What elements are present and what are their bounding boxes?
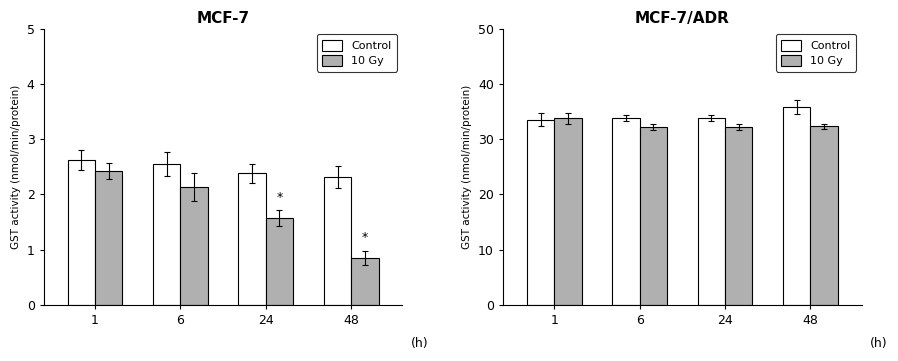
Title: MCF-7/ADR: MCF-7/ADR [635, 11, 730, 26]
Bar [153, 164, 180, 305]
Legend: Control, 10 Gy: Control, 10 Gy [317, 34, 397, 71]
Y-axis label: GST activity (nmol/min/protein): GST activity (nmol/min/protein) [11, 85, 22, 249]
Bar [180, 187, 207, 305]
Bar [95, 171, 122, 305]
Bar [639, 127, 667, 305]
Bar [612, 118, 639, 305]
Text: (h): (h) [870, 337, 888, 350]
Title: MCF-7: MCF-7 [197, 11, 250, 26]
Bar [725, 127, 753, 305]
Text: *: * [277, 191, 283, 204]
Legend: Control, 10 Gy: Control, 10 Gy [776, 34, 856, 71]
Bar [67, 160, 95, 305]
Y-axis label: GST activity (nmol/min/protein): GST activity (nmol/min/protein) [462, 85, 472, 249]
Bar [527, 120, 554, 305]
Bar [324, 177, 351, 305]
Text: (h): (h) [411, 337, 428, 350]
Bar [266, 218, 293, 305]
Bar [811, 126, 838, 305]
Text: *: * [362, 231, 368, 244]
Bar [351, 258, 379, 305]
Bar [698, 118, 725, 305]
Bar [239, 173, 266, 305]
Bar [783, 107, 811, 305]
Bar [554, 118, 582, 305]
